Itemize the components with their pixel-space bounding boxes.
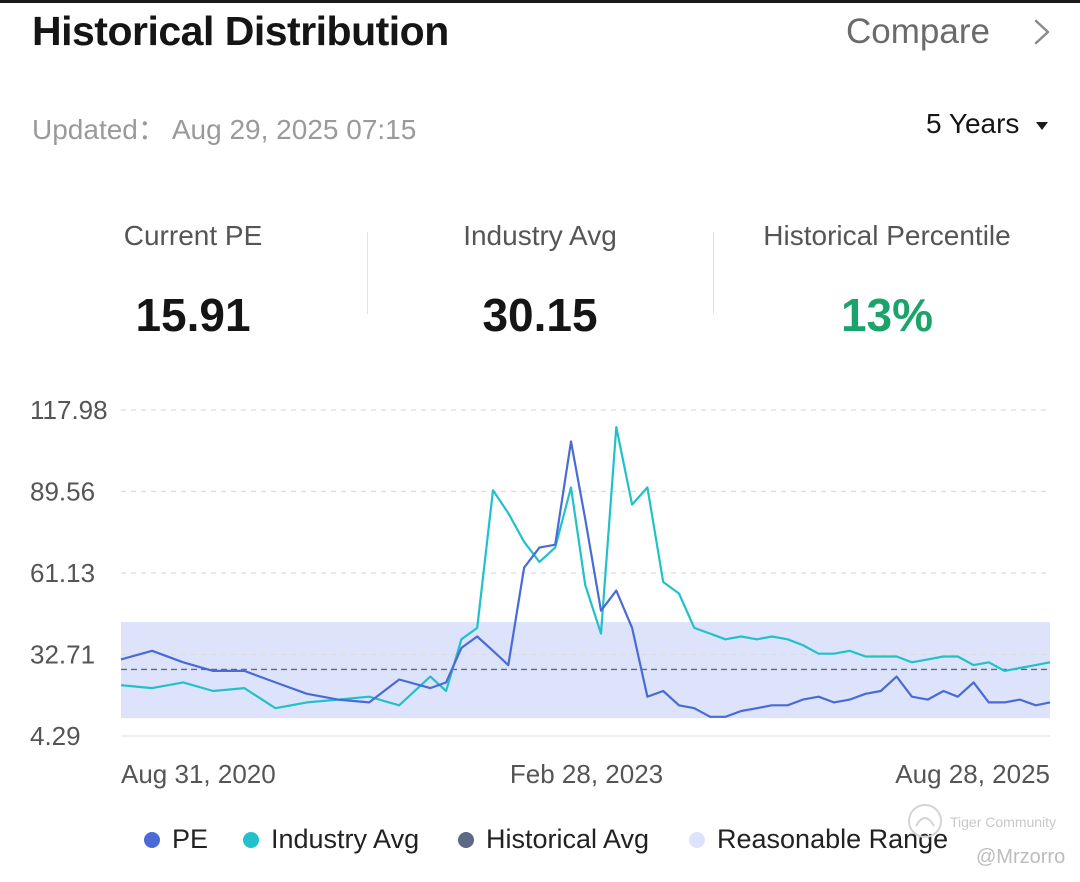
pe-line — [120, 440, 1051, 718]
historical-percentile-value: 13% — [840, 289, 934, 341]
watermark-text: Tiger Community — [950, 814, 1057, 830]
legend-item-industry-avg: Industry Avg — [243, 824, 419, 855]
pe-distribution-chart: 117.98 89.56 61.13 32.71 4.29 Aug 31, 2020 Feb… — [30, 395, 1051, 789]
y-tick-label: 117.98 — [30, 395, 108, 425]
industry-avg-label: Industry Avg — [463, 220, 617, 251]
reasonable-range-band — [121, 622, 1050, 719]
y-tick-label: 89.56 — [30, 477, 95, 507]
legend-label-reasonable-range: Reasonable Range — [717, 824, 949, 854]
legend-dot-reasonable-range — [689, 831, 705, 848]
y-tick-label: 32.71 — [30, 640, 95, 670]
legend-dot-pe — [144, 831, 160, 848]
updated-timestamp: Updated： Aug 29, 2025 07:15 — [32, 108, 416, 148]
chevron-right-icon[interactable] — [1030, 18, 1054, 46]
page-title: Historical Distribution — [32, 8, 449, 54]
historical-percentile-label: Historical Percentile — [763, 220, 1011, 251]
author-credit: @Mrzorro — [976, 846, 1066, 868]
x-tick-label: Aug 28, 2025 — [895, 759, 1050, 789]
legend-dot-historical-avg — [458, 831, 474, 848]
legend-item-historical-avg: Historical Avg — [458, 824, 649, 855]
stat-divider — [713, 232, 714, 314]
industry-avg-line — [120, 425, 1051, 710]
legend-label-historical-avg: Historical Avg — [486, 824, 650, 854]
tiger-logo-icon — [908, 804, 942, 838]
period-selector[interactable]: 5 Years — [926, 108, 1020, 139]
y-tick-label: 4.29 — [30, 721, 81, 751]
updated-label: Updated： — [32, 114, 166, 145]
y-tick-label: 61.13 — [30, 558, 95, 588]
legend-dot-industry-avg — [243, 831, 259, 848]
current-pe-value: 15.91 — [135, 289, 251, 341]
current-pe-label: Current PE — [123, 220, 263, 251]
x-tick-label: Feb 28, 2023 — [510, 759, 663, 789]
x-tick-label: Aug 31, 2020 — [121, 759, 276, 789]
updated-value: Aug 29, 2025 07:15 — [171, 114, 417, 145]
top-border — [0, 0, 1080, 3]
compare-link[interactable]: Compare — [846, 12, 990, 51]
legend-label-industry-avg: Industry Avg — [271, 824, 420, 854]
legend-item-pe: PE — [144, 824, 208, 855]
caret-down-icon[interactable] — [1034, 121, 1050, 131]
industry-avg-value: 30.15 — [482, 289, 598, 341]
chart-legend: PE Industry Avg Historical Avg Reasonabl… — [0, 824, 1080, 864]
legend-label-pe: PE — [172, 824, 209, 854]
stat-divider — [367, 232, 368, 314]
legend-item-reasonable-range: Reasonable Range — [689, 824, 948, 855]
